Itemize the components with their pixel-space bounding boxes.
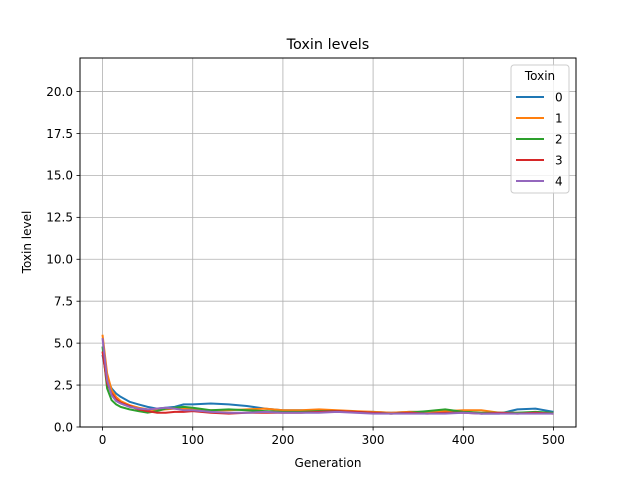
y-tick-label: 2.5: [54, 378, 73, 392]
series-line-0: [101, 354, 554, 415]
y-tick-label: 20.0: [46, 85, 73, 99]
series-line-1: [101, 334, 554, 415]
series-line-2: [101, 346, 554, 415]
series-line-3: [101, 351, 554, 415]
y-tick-label: 5.0: [54, 336, 73, 350]
y-tick-label: 0.0: [54, 420, 73, 434]
y-axis-label: Toxin level: [20, 211, 34, 275]
y-tick-label: 15.0: [46, 169, 73, 183]
x-tick-label: 0: [99, 433, 107, 447]
x-tick-label: 200: [271, 433, 294, 447]
chart-title: Toxin levels: [286, 37, 370, 53]
legend-entry-3: 3: [555, 153, 563, 167]
x-tick-label: 300: [362, 433, 385, 447]
legend-title: Toxin: [524, 69, 555, 83]
x-tick-label: 400: [452, 433, 475, 447]
legend-entry-2: 2: [555, 132, 563, 146]
x-tick-label: 100: [181, 433, 204, 447]
plot-frame: [79, 57, 577, 428]
series-layer: [101, 334, 554, 415]
series-line-4: [101, 337, 554, 415]
y-tick-label: 17.5: [46, 127, 73, 141]
legend-entry-1: 1: [555, 111, 563, 125]
y-axis: 0.0 2.5 5.0 7.5 10.0 12.5 15.0 17.5 20.0: [46, 85, 80, 434]
x-tick-label: 500: [542, 433, 565, 447]
y-tick-label: 10.0: [46, 253, 73, 267]
y-tick-label: 7.5: [54, 295, 73, 309]
y-tick-label: 12.5: [46, 211, 73, 225]
x-axis-label: Generation: [295, 456, 362, 470]
x-axis: 0 100 200 300 400 500: [99, 427, 565, 447]
grid: [80, 58, 576, 428]
legend-entry-4: 4: [555, 174, 563, 188]
legend-entry-0: 0: [555, 90, 563, 104]
